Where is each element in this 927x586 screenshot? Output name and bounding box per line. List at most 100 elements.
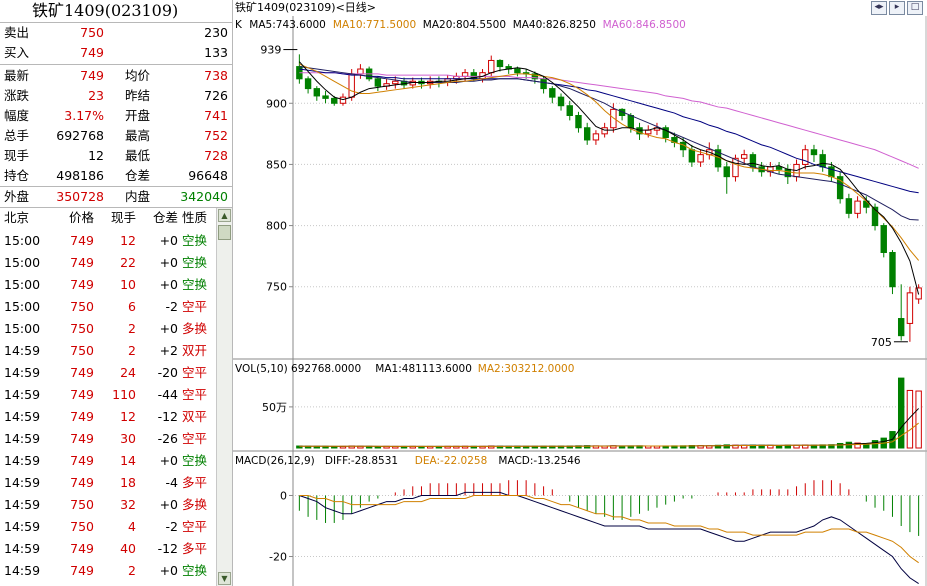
quote-stat-row: 最新 749 均价 738 bbox=[0, 66, 232, 86]
trade-oi-change: -2 bbox=[165, 519, 178, 534]
high-annotation: 939 bbox=[260, 44, 281, 57]
bid-row: 买入 749 133 bbox=[0, 43, 232, 63]
candle bbox=[549, 88, 556, 98]
divider bbox=[0, 186, 232, 187]
candle bbox=[688, 149, 696, 163]
ask-row: 卖出 750 230 bbox=[0, 23, 232, 43]
trade-time: 14:59 bbox=[4, 541, 41, 556]
candle bbox=[331, 97, 338, 104]
col-price: 价格 bbox=[68, 210, 94, 225]
candle bbox=[496, 59, 504, 68]
candle bbox=[374, 78, 382, 87]
trade-row: 14:59 749 24 -20 空平 bbox=[0, 362, 216, 384]
inner-label: 内盘 bbox=[125, 189, 151, 204]
quote-stat-row: 持仓 498186 仓差 96648 bbox=[0, 166, 232, 186]
next-icon[interactable]: ▸ bbox=[889, 1, 905, 15]
candle bbox=[575, 115, 582, 129]
candle bbox=[461, 72, 469, 77]
y-tick-label: 850 bbox=[266, 158, 287, 171]
trade-price: 750 bbox=[70, 321, 94, 336]
trade-row: 14:59 749 30 -26 空平 bbox=[0, 428, 216, 450]
stat-label: 最低 bbox=[125, 148, 151, 163]
quote-panel: 铁矿1409(023109) 卖出 750 230 买入 749 133 最新 7… bbox=[0, 0, 233, 586]
kline-legend-item: MA60:846.8500 bbox=[603, 19, 686, 31]
trade-time: 14:59 bbox=[4, 563, 41, 578]
ma10-line bbox=[299, 63, 920, 261]
prev-icon[interactable]: ◂▸ bbox=[871, 1, 887, 15]
trade-oi-change: +0 bbox=[159, 453, 178, 468]
macd-legend-item: DEA:-22.0258 bbox=[415, 455, 487, 467]
macd-dea-line bbox=[299, 494, 919, 564]
chart-window-buttons: ◂▸ ▸ □ bbox=[869, 1, 923, 15]
stat-value: 692768 bbox=[56, 128, 104, 143]
candle bbox=[906, 292, 914, 324]
kline-legend-item: MA20:804.5500 bbox=[423, 19, 506, 31]
kline-legend-item: K bbox=[235, 19, 243, 31]
macd-legend-item: DIFF:-28.8531 bbox=[325, 455, 398, 467]
trade-volume: 12 bbox=[120, 409, 136, 424]
trade-oi-change: +0 bbox=[159, 321, 178, 336]
trade-time: 14:59 bbox=[4, 453, 41, 468]
candle bbox=[819, 154, 826, 168]
scroll-up-icon[interactable]: ▲ bbox=[218, 209, 231, 222]
trade-oi-change: -4 bbox=[165, 475, 178, 490]
kline-chart[interactable]: K MA5:743.6000 MA10:771.5000 MA20:804.5500 M… bbox=[233, 16, 927, 586]
candle bbox=[662, 127, 669, 139]
trade-scrollbar[interactable]: ▲ ▼ bbox=[216, 208, 232, 586]
candle bbox=[732, 157, 739, 178]
y-tick-label: 900 bbox=[266, 97, 287, 110]
col-volume: 现手 bbox=[110, 210, 136, 225]
trade-row: 15:00 750 2 +0 多换 bbox=[0, 318, 216, 340]
stat-label: 仓差 bbox=[125, 168, 151, 183]
ma40-line bbox=[299, 68, 919, 194]
stat-value: 749 bbox=[80, 68, 104, 83]
maximize-icon[interactable]: □ bbox=[907, 1, 923, 15]
stat-value: 3.17% bbox=[64, 108, 104, 123]
trade-nature: 空换 bbox=[182, 453, 208, 468]
trade-row: 14:59 749 2 +0 空换 bbox=[0, 560, 216, 582]
inner-value: 342040 bbox=[180, 189, 228, 204]
volume-bar bbox=[897, 377, 905, 449]
chart-title: 铁矿1409(023109)<日线> bbox=[235, 1, 377, 14]
trade-nature: 空平 bbox=[182, 365, 208, 380]
macd-diff-line bbox=[299, 491, 919, 584]
volume-bar bbox=[915, 390, 922, 449]
ask-label: 卖出 bbox=[4, 25, 30, 40]
candle bbox=[531, 73, 539, 80]
candle bbox=[339, 96, 347, 104]
trade-row: 14:59 749 110 -44 空平 bbox=[0, 384, 216, 406]
y-tick-label: 50万 bbox=[262, 401, 287, 414]
trade-time: 14:59 bbox=[4, 475, 41, 490]
stat-value: 728 bbox=[204, 148, 228, 163]
candle bbox=[749, 154, 757, 168]
trade-row: 15:00 749 12 +0 空换 bbox=[0, 230, 216, 252]
scroll-thumb[interactable] bbox=[218, 225, 231, 240]
candle bbox=[810, 149, 818, 156]
trade-volume: 2 bbox=[128, 563, 136, 578]
trade-row: 15:00 750 6 -2 空平 bbox=[0, 296, 216, 318]
trade-time: 14:59 bbox=[4, 365, 41, 380]
trade-time: 15:00 bbox=[4, 299, 41, 314]
trade-row: 14:59 750 32 +0 多换 bbox=[0, 494, 216, 516]
trade-nature: 多平 bbox=[182, 475, 208, 490]
scroll-down-icon[interactable]: ▼ bbox=[218, 572, 231, 585]
stat-value: 738 bbox=[204, 68, 228, 83]
trade-price: 749 bbox=[70, 563, 94, 578]
candle bbox=[304, 78, 312, 90]
macd-legend-item: MACD:-13.2546 bbox=[498, 455, 581, 467]
trade-volume: 30 bbox=[120, 431, 136, 446]
trade-price: 750 bbox=[70, 343, 94, 358]
outer-label: 外盘 bbox=[4, 189, 30, 204]
col-time: 北京 bbox=[4, 210, 30, 225]
candle bbox=[836, 176, 844, 200]
candle bbox=[645, 129, 652, 135]
trade-time: 14:59 bbox=[4, 519, 41, 534]
trade-volume: 40 bbox=[120, 541, 136, 556]
trade-ticks-table: 北京 价格 现手 仓差 性质 15:00 749 12 +0 空换 15:00 749 22 +… bbox=[0, 208, 216, 586]
trade-row: 14:59 749 18 -4 多平 bbox=[0, 472, 216, 494]
quote-stat-row: 涨跌 23 昨结 726 bbox=[0, 86, 232, 106]
trade-row: 14:59 749 14 +0 空换 bbox=[0, 450, 216, 472]
ask-price: 750 bbox=[80, 25, 104, 40]
trade-price: 749 bbox=[70, 387, 94, 402]
trade-price: 749 bbox=[70, 365, 94, 380]
